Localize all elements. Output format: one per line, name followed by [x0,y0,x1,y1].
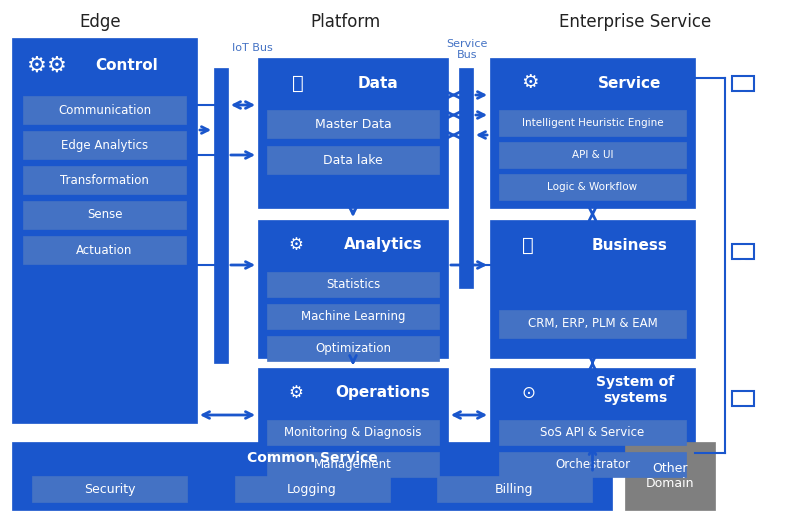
Text: Edge Analytics: Edge Analytics [61,138,148,151]
Text: Other
Domain: Other Domain [646,462,694,490]
Bar [267,110,439,138]
Text: Intelligent Heuristic Engine: Intelligent Heuristic Engine [522,118,663,128]
Text: Service: Service [598,76,662,90]
Text: Data lake: Data lake [323,153,383,167]
Bar [499,110,686,136]
Text: Platform: Platform [310,13,380,31]
Text: Edge: Edge [79,13,121,31]
Text: Logging: Logging [287,482,337,495]
Bar [499,452,686,477]
Text: Actuation: Actuation [76,243,133,256]
Bar [214,68,228,363]
Text: ⚙‍⚙: ⚙‍⚙ [27,56,67,76]
Text: 👤: 👤 [522,235,534,255]
Bar [267,452,439,477]
Text: CRM, ERP, PLM & EAM: CRM, ERP, PLM & EAM [528,317,658,330]
Bar [437,476,592,502]
Bar [258,220,448,358]
Bar [12,38,197,423]
Text: Service: Service [446,39,488,49]
Text: Machine Learning: Machine Learning [301,310,406,323]
Circle shape [736,261,750,275]
Bar [490,220,695,358]
Bar [499,310,686,338]
Text: System of
systems: System of systems [596,375,674,405]
Text: Master Data: Master Data [314,117,391,130]
Text: Business: Business [592,238,668,253]
Bar [267,272,439,297]
Text: ⚙: ⚙ [522,74,538,92]
Bar [732,391,754,406]
Bar [625,442,715,510]
Text: Operations: Operations [335,386,430,400]
Bar [490,368,695,473]
Text: Common Service: Common Service [246,451,378,465]
Text: API & UI: API & UI [572,150,614,160]
Bar [23,236,186,264]
Circle shape [736,93,750,107]
Text: SoS API & Service: SoS API & Service [540,426,645,439]
Text: Sense: Sense [86,208,122,221]
Text: Enterprise Service: Enterprise Service [559,13,711,31]
Text: Logic & Workflow: Logic & Workflow [547,182,638,192]
Text: ⚙: ⚙ [289,236,303,254]
Bar [736,422,750,432]
Text: ⊙: ⊙ [521,384,535,402]
Bar [736,275,750,285]
Bar [459,68,473,288]
Text: Bus: Bus [457,50,478,60]
Text: Data: Data [358,76,398,90]
Text: Control: Control [96,57,158,73]
Text: Management: Management [314,458,392,471]
Bar [12,442,612,510]
Bar [267,420,439,445]
Bar [258,368,448,473]
Text: Communication: Communication [58,103,151,116]
Text: Transformation: Transformation [60,173,149,186]
Bar [490,58,695,208]
Bar [732,76,754,91]
Text: Orchestrator: Orchestrator [555,458,630,471]
Text: 🗄: 🗄 [292,74,304,92]
Bar [499,174,686,200]
Bar [234,476,390,502]
Text: Optimization: Optimization [315,342,391,355]
Bar [258,58,448,208]
Bar [23,96,186,124]
Bar [499,420,686,445]
Text: IoT Bus: IoT Bus [232,43,273,53]
Text: Security: Security [84,482,135,495]
Bar [732,244,754,259]
Bar [267,146,439,174]
Text: Analytics: Analytics [344,238,422,253]
Bar [267,304,439,329]
Bar [23,166,186,194]
Text: Monitoring & Diagnosis: Monitoring & Diagnosis [284,426,422,439]
Text: Statistics: Statistics [326,278,380,291]
Text: ⚙: ⚙ [289,384,303,402]
Bar [23,131,186,159]
Bar [267,336,439,361]
Bar [32,476,187,502]
Bar [736,107,750,117]
Circle shape [736,408,750,422]
Text: Billing: Billing [495,482,534,495]
Bar [23,201,186,229]
Bar [499,142,686,168]
